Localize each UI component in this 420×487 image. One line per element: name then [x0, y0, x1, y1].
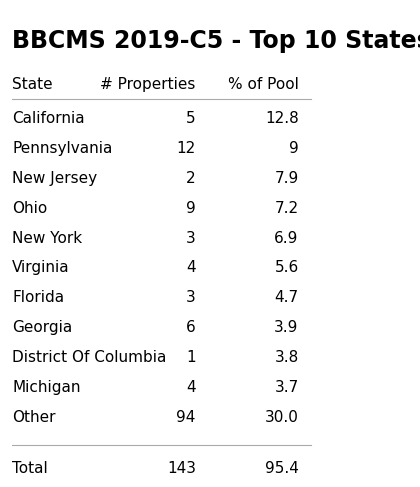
- Text: 3: 3: [186, 290, 196, 305]
- Text: 4: 4: [186, 380, 196, 395]
- Text: 7.2: 7.2: [275, 201, 299, 216]
- Text: Virginia: Virginia: [12, 261, 70, 275]
- Text: 1: 1: [186, 350, 196, 365]
- Text: 12: 12: [177, 141, 196, 156]
- Text: State: State: [12, 77, 53, 93]
- Text: 4.7: 4.7: [275, 290, 299, 305]
- Text: 3.8: 3.8: [274, 350, 299, 365]
- Text: New Jersey: New Jersey: [12, 171, 97, 186]
- Text: New York: New York: [12, 230, 82, 245]
- Text: 3.9: 3.9: [274, 320, 299, 335]
- Text: Michigan: Michigan: [12, 380, 81, 395]
- Text: 2: 2: [186, 171, 196, 186]
- Text: Florida: Florida: [12, 290, 64, 305]
- Text: 5.6: 5.6: [274, 261, 299, 275]
- Text: 3.7: 3.7: [274, 380, 299, 395]
- Text: 7.9: 7.9: [274, 171, 299, 186]
- Text: # Properties: # Properties: [100, 77, 196, 93]
- Text: 143: 143: [167, 461, 196, 476]
- Text: BBCMS 2019-C5 - Top 10 States: BBCMS 2019-C5 - Top 10 States: [12, 29, 420, 53]
- Text: 9: 9: [186, 201, 196, 216]
- Text: Pennsylvania: Pennsylvania: [12, 141, 113, 156]
- Text: 30.0: 30.0: [265, 410, 299, 425]
- Text: 94: 94: [176, 410, 196, 425]
- Text: 6.9: 6.9: [274, 230, 299, 245]
- Text: 12.8: 12.8: [265, 111, 299, 126]
- Text: 3: 3: [186, 230, 196, 245]
- Text: 4: 4: [186, 261, 196, 275]
- Text: 6: 6: [186, 320, 196, 335]
- Text: Other: Other: [12, 410, 55, 425]
- Text: % of Pool: % of Pool: [228, 77, 299, 93]
- Text: 95.4: 95.4: [265, 461, 299, 476]
- Text: 5: 5: [186, 111, 196, 126]
- Text: 9: 9: [289, 141, 299, 156]
- Text: California: California: [12, 111, 85, 126]
- Text: District Of Columbia: District Of Columbia: [12, 350, 166, 365]
- Text: Ohio: Ohio: [12, 201, 47, 216]
- Text: Georgia: Georgia: [12, 320, 72, 335]
- Text: Total: Total: [12, 461, 48, 476]
